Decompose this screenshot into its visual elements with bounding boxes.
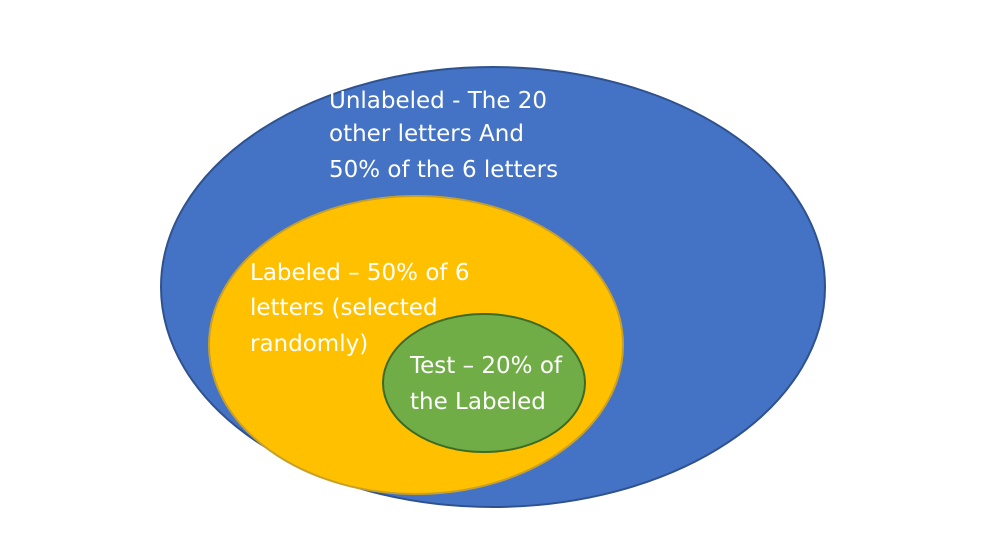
- labeled-label-line-2: letters (selected: [250, 295, 438, 321]
- unlabeled-label-line-3: 50% of the 6 letters: [329, 157, 558, 183]
- labeled-label-line-3: randomly): [250, 331, 368, 357]
- test-set-ellipse: [382, 313, 586, 453]
- labeled-set-label: Labeled – 50% of 6 letters (selected ran…: [250, 260, 469, 357]
- test-set-label: Test – 20% of the Labeled: [409, 353, 563, 415]
- labeled-label-line-1: Labeled – 50% of 6: [250, 260, 469, 286]
- unlabeled-label-line-2: other letters And: [329, 121, 524, 147]
- unlabeled-label-line-1: Unlabeled - The 20: [329, 88, 547, 114]
- unlabeled-set-label: Unlabeled - The 20 other letters And 50%…: [329, 88, 558, 183]
- test-label-line-2: the Labeled: [410, 389, 546, 415]
- test-label-line-1: Test – 20% of: [409, 353, 563, 379]
